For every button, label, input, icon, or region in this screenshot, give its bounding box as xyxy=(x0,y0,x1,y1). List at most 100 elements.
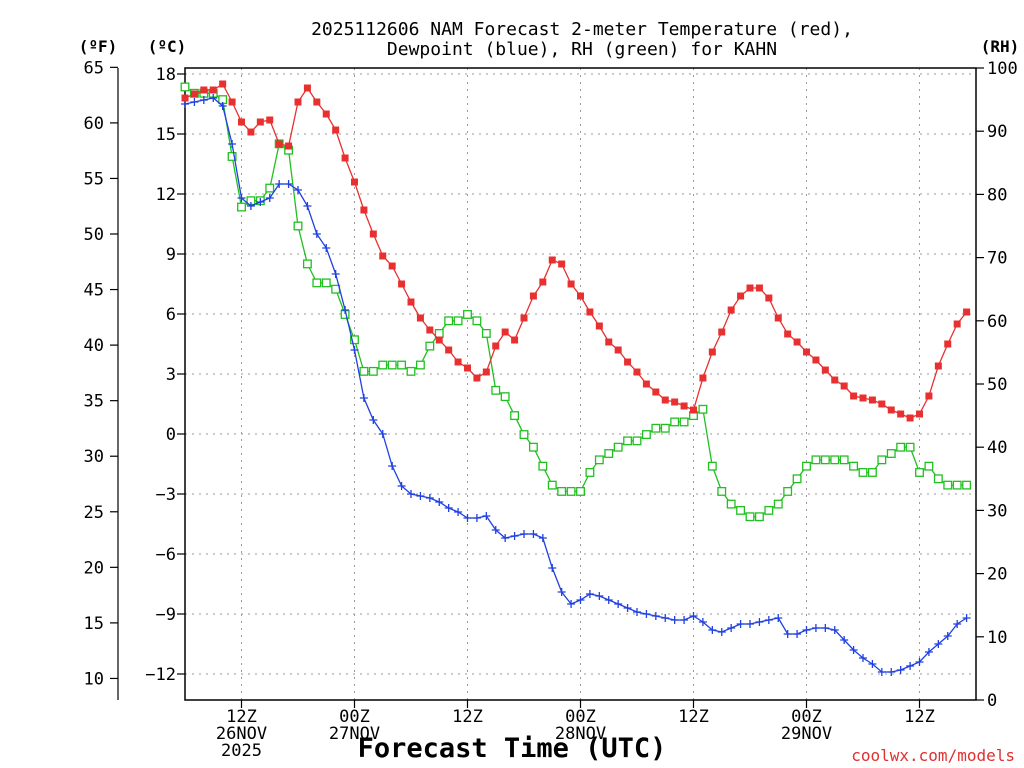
temperature-point xyxy=(313,98,321,106)
dewpoint-point xyxy=(303,202,312,210)
rh-tick-label: 40 xyxy=(987,438,1007,458)
rh-point xyxy=(651,423,661,433)
temperature-point xyxy=(793,338,801,346)
temperature-point xyxy=(529,292,537,300)
dewpoint-point xyxy=(199,96,208,104)
temperature-point xyxy=(256,118,264,126)
celsius-tick-label: 12 xyxy=(156,185,176,205)
chart-title: 2025112606 NAM Forecast 2-meter Temperat… xyxy=(311,19,853,40)
temperature-point xyxy=(426,326,434,334)
temperature-point xyxy=(803,348,810,356)
dewpoint-point xyxy=(237,194,246,202)
rh-point xyxy=(707,461,717,471)
dewpoint-point xyxy=(520,530,528,538)
rh-tick-label: 70 xyxy=(987,249,1007,269)
rh-tick-label: 20 xyxy=(987,565,1007,585)
temperature-point xyxy=(624,358,632,366)
rh-point xyxy=(302,259,312,269)
x-tick-label: 12Z xyxy=(678,707,709,727)
dewpoint-point xyxy=(633,608,641,616)
rh-point xyxy=(557,486,567,496)
temperature-point xyxy=(953,320,961,328)
rh-tick-label: 50 xyxy=(987,375,1007,395)
dewpoint-point xyxy=(708,626,717,634)
temperature-point xyxy=(181,94,189,102)
fahrenheit-tick-label: 30 xyxy=(84,447,104,467)
rh-point xyxy=(924,461,934,471)
rh-point xyxy=(717,486,727,496)
temperature-point xyxy=(963,308,971,316)
rh-point xyxy=(915,468,924,477)
series-layer xyxy=(180,80,972,676)
rh-point xyxy=(867,468,877,477)
rh-point xyxy=(312,278,322,288)
temperature-point xyxy=(360,206,368,214)
fahrenheit-tick-label: 15 xyxy=(84,614,104,634)
dewpoint-point xyxy=(482,512,491,520)
dewpoint-point xyxy=(934,640,943,648)
temperature-point xyxy=(605,338,613,346)
temperature-point xyxy=(247,128,255,136)
temperature-point xyxy=(266,116,274,124)
temperature-point xyxy=(577,292,584,300)
temperature-point xyxy=(539,278,547,286)
x-tick-label: 00Z xyxy=(791,707,822,727)
temperature-point xyxy=(407,298,415,306)
dewpoint-point xyxy=(689,612,698,620)
temperature-line xyxy=(184,83,968,419)
temperature-point xyxy=(341,154,349,162)
dewpoint-point xyxy=(906,662,915,670)
rh-point xyxy=(811,455,821,465)
dewpoint-point xyxy=(256,198,265,206)
dewpoint-point xyxy=(275,180,284,188)
temperature-point xyxy=(445,346,453,354)
dewpoint-point xyxy=(407,490,415,498)
rh-point xyxy=(538,461,548,471)
temperature-point xyxy=(737,292,745,300)
rh-point xyxy=(406,366,416,376)
rh-point xyxy=(472,316,482,326)
fahrenheit-tick-label: 20 xyxy=(84,558,104,578)
x-tick-label: 12Z xyxy=(452,707,483,727)
temperature-point xyxy=(821,366,829,374)
temperature-point xyxy=(680,402,688,410)
temperature-point xyxy=(388,262,396,270)
rh-point xyxy=(613,442,623,452)
rh-point xyxy=(265,183,275,193)
dewpoint-point xyxy=(567,600,576,608)
rh-point xyxy=(792,474,802,484)
temperature-point xyxy=(925,392,933,400)
rh-point xyxy=(350,335,359,345)
rh-point xyxy=(623,436,633,446)
dewpoint-point xyxy=(953,620,962,628)
rh-point xyxy=(858,468,868,477)
x-tick-label: 27NOV xyxy=(329,724,380,744)
rh-point xyxy=(933,474,943,484)
dewpoint-point xyxy=(717,628,726,636)
dewpoint-point xyxy=(764,616,773,624)
temperature-point xyxy=(784,330,792,338)
celsius-tick-label: 9 xyxy=(166,245,176,265)
temperature-point xyxy=(831,376,839,384)
temperature-point xyxy=(887,406,895,414)
dewpoint-point xyxy=(887,668,896,676)
x-tick-label: 29NOV xyxy=(781,724,832,744)
dewpoint-point xyxy=(943,632,952,640)
rh-point xyxy=(764,505,774,515)
dewpoint-point xyxy=(746,620,754,628)
rh-point xyxy=(463,310,472,319)
temperature-point xyxy=(369,230,377,238)
fahrenheit-tick-label: 40 xyxy=(84,336,104,356)
temperature-point xyxy=(633,368,641,376)
celsius-tick-label: −6 xyxy=(156,545,176,565)
rh-point xyxy=(670,417,680,427)
dewpoint-point xyxy=(444,504,453,512)
rh-point xyxy=(754,512,764,522)
rh-point xyxy=(444,316,454,326)
dewpoint-point xyxy=(331,270,340,278)
celsius-tick-label: 6 xyxy=(166,305,176,325)
temperature-point xyxy=(416,314,424,322)
dewpoint-point xyxy=(284,180,293,188)
